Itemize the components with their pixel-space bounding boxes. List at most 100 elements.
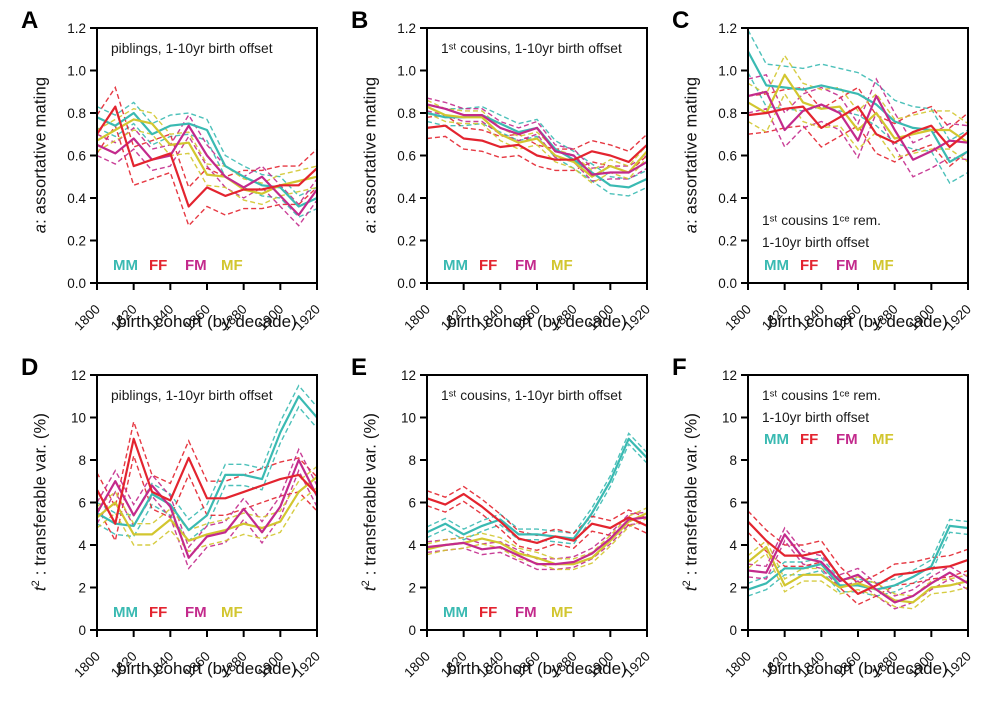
ci-lower-FM bbox=[427, 522, 647, 571]
ci-upper-MM bbox=[427, 432, 647, 535]
panel-e: E t2 : transferable var. (%) 0 2 4 6 8 10 12 18… bbox=[330, 347, 670, 694]
ci-upper-MM bbox=[97, 384, 317, 521]
legend-item-MF: MF bbox=[551, 604, 573, 621]
y-tick-label: 0.2 bbox=[67, 233, 86, 248]
ci-lower-FF bbox=[748, 531, 968, 606]
plot-title-line: 1-10yr birth offset bbox=[762, 410, 869, 425]
ci-upper-FF bbox=[748, 510, 968, 585]
y-tick-label: 0.6 bbox=[397, 148, 416, 163]
plot-title-line: piblings, 1-10yr birth offset bbox=[111, 41, 273, 56]
series-layer bbox=[748, 29, 968, 185]
ci-upper-MM bbox=[748, 29, 968, 142]
y-tick-label: 1.2 bbox=[67, 21, 86, 36]
y-tick-label: 10 bbox=[722, 410, 737, 425]
y-tick-label: 12 bbox=[722, 368, 737, 383]
panel-label-f: F bbox=[672, 354, 687, 381]
legend-item-FF: FF bbox=[149, 257, 167, 274]
ci-lower-MM bbox=[748, 531, 968, 597]
ci-lower-FF bbox=[427, 500, 647, 552]
series-line-MM bbox=[748, 524, 968, 591]
series-line-FF bbox=[427, 492, 647, 544]
y-tick-label: 0 bbox=[78, 623, 86, 638]
ci-upper-MF bbox=[97, 107, 317, 184]
y-tick-label: 2 bbox=[78, 580, 86, 595]
ci-lower-MF bbox=[97, 487, 317, 553]
y-tick-label: 0.2 bbox=[397, 233, 416, 248]
panel-label-c: C bbox=[672, 7, 690, 34]
series-line-MM bbox=[427, 111, 647, 189]
ci-upper-MF bbox=[427, 99, 647, 172]
series-line-FF bbox=[748, 105, 968, 149]
y-tick-label: 0.4 bbox=[67, 191, 86, 206]
ci-upper-FM bbox=[97, 447, 317, 549]
panel-d: D t2 : transferable var. (%) 0 2 4 6 8 10 12 18… bbox=[0, 347, 340, 694]
panel-b: B a: assortative mating 0.0 0.2 0.4 0.6 0.8 1… bbox=[330, 0, 670, 347]
x-axis-title-f: birth cohort (by decade) bbox=[768, 659, 948, 678]
x-axis-title-d: birth cohort (by decade) bbox=[117, 659, 297, 678]
y-tick-label: 1.2 bbox=[397, 21, 416, 36]
y-tick-label: 4 bbox=[78, 538, 86, 553]
series-layer bbox=[97, 85, 317, 227]
ci-upper-MM bbox=[427, 103, 647, 180]
y-tick-label: 6 bbox=[78, 495, 86, 510]
y-tick-label: 0.6 bbox=[718, 148, 737, 163]
y-tick-label: 2 bbox=[729, 580, 737, 595]
series-layer bbox=[97, 384, 317, 570]
series-layer bbox=[427, 432, 647, 571]
legend-item-MF: MF bbox=[872, 257, 894, 274]
ci-upper-FF bbox=[97, 85, 317, 189]
legend-item-MM: MM bbox=[443, 604, 468, 621]
plot-title-line: 1ˢᵗ cousins 1ᶜᵉ rem. bbox=[762, 388, 881, 403]
y-tick-label: 0.6 bbox=[67, 148, 86, 163]
x-axis-title-c: birth cohort (by decade) bbox=[768, 312, 948, 331]
ci-lower-FM bbox=[97, 468, 317, 570]
y-tick-label: 0.8 bbox=[718, 106, 737, 121]
y-tick-label: 1.0 bbox=[397, 63, 416, 78]
series-line-FM bbox=[97, 458, 317, 559]
y-tick-label: 12 bbox=[71, 368, 86, 383]
series-line-FM bbox=[427, 516, 647, 566]
panel-label-b: B bbox=[351, 7, 369, 34]
x-axis-title-b: birth cohort (by decade) bbox=[447, 312, 627, 331]
series-line-MM bbox=[97, 111, 317, 208]
y-tick-label: 0.0 bbox=[397, 276, 416, 291]
ci-lower-FM bbox=[97, 135, 317, 227]
series-line-MF bbox=[748, 546, 968, 604]
ci-lower-MM bbox=[97, 122, 317, 218]
ci-lower-MF bbox=[748, 552, 968, 610]
ci-lower-FM bbox=[427, 110, 647, 182]
ci-upper-FM bbox=[748, 73, 968, 144]
series-line-MF bbox=[427, 105, 647, 178]
ci-lower-MM bbox=[427, 120, 647, 197]
y-tick-label: 0.4 bbox=[397, 191, 416, 206]
y-tick-label: 0.4 bbox=[718, 191, 737, 206]
legend-item-MM: MM bbox=[113, 604, 138, 621]
ci-upper-FM bbox=[748, 526, 968, 597]
y-tick-label: 0.2 bbox=[718, 233, 737, 248]
ci-upper-FF bbox=[748, 86, 968, 129]
legend-item-FF: FF bbox=[479, 257, 497, 274]
y-tick-label: 8 bbox=[78, 453, 86, 468]
panel-label-d: D bbox=[21, 354, 39, 381]
y-tick-label: 10 bbox=[71, 410, 86, 425]
y-tick-label: 1.0 bbox=[67, 63, 86, 78]
legend-item-FM: FM bbox=[836, 257, 858, 274]
plot-title-line: piblings, 1-10yr birth offset bbox=[111, 388, 273, 403]
legend-item-MM: MM bbox=[764, 431, 789, 448]
series-line-MM bbox=[427, 437, 647, 540]
legend-item-MF: MF bbox=[221, 604, 243, 621]
series-line-FF bbox=[97, 105, 317, 208]
legend-item-MF: MF bbox=[221, 257, 243, 274]
y-tick-label: 6 bbox=[408, 495, 416, 510]
legend-item-FF: FF bbox=[149, 604, 167, 621]
plot-title-line: 1ˢᵗ cousins, 1-10yr birth offset bbox=[441, 388, 622, 403]
legend-item-MM: MM bbox=[443, 257, 468, 274]
y-tick-label: 8 bbox=[729, 453, 737, 468]
y-tick-label: 6 bbox=[729, 495, 737, 510]
series-line-FM bbox=[748, 533, 968, 604]
ci-upper-MM bbox=[748, 518, 968, 585]
y-tick-label: 8 bbox=[408, 453, 416, 468]
